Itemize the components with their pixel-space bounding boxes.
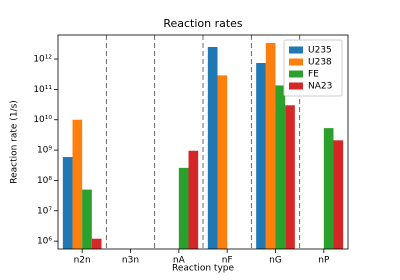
bar (217, 75, 228, 249)
y-tick-label: 10⁸ (37, 176, 52, 186)
y-tick-label: 10¹² (33, 55, 52, 65)
x-tick-label: n3n (122, 256, 139, 266)
bar (72, 119, 83, 249)
bar (323, 128, 334, 249)
legend-label: FE (308, 70, 319, 80)
bar (207, 46, 218, 249)
legend-swatch (289, 82, 303, 90)
x-tick-label: n2n (74, 256, 91, 266)
legend-label: U238 (308, 58, 332, 68)
plot-frame (57, 34, 349, 250)
y-tick-label: 10¹¹ (33, 85, 52, 95)
y-tick-label: 10¹⁰ (33, 115, 52, 125)
x-tick-label: nA (173, 256, 186, 266)
chart-title: Reaction rates (163, 17, 243, 30)
y-tick-label: 10⁷ (37, 206, 52, 216)
bar (62, 157, 73, 249)
legend-label: U235 (308, 46, 332, 56)
bar (82, 189, 92, 249)
bar (265, 42, 276, 249)
bar (275, 85, 286, 249)
bar (256, 63, 266, 249)
legend-label: NA23 (308, 82, 332, 92)
legend-box (283, 39, 343, 97)
legend-swatch (289, 46, 303, 54)
x-axis-label: Reaction type (172, 264, 235, 274)
bar (91, 238, 102, 249)
x-tick-label: nG (269, 256, 282, 266)
bar (333, 140, 344, 249)
bar (285, 105, 295, 249)
y-axis-label: Reaction rate (1/s) (10, 100, 20, 184)
x-tick-label: nP (318, 256, 330, 266)
bar (188, 150, 199, 249)
legend-swatch (289, 70, 303, 78)
bar (178, 167, 189, 249)
x-tick-label: nF (222, 256, 233, 266)
y-tick-label: 10⁹ (37, 146, 52, 156)
y-tick-label: 10⁶ (37, 237, 52, 247)
legend-swatch (289, 58, 303, 66)
